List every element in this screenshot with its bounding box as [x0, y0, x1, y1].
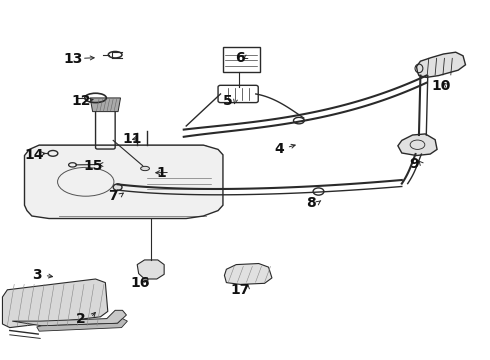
Text: 4: 4: [274, 143, 284, 156]
Text: 16: 16: [130, 276, 149, 289]
Text: 14: 14: [24, 148, 44, 162]
Text: 5: 5: [223, 94, 233, 108]
Polygon shape: [224, 264, 272, 284]
Text: 8: 8: [306, 197, 316, 210]
Polygon shape: [398, 134, 437, 156]
Text: 7: 7: [108, 189, 118, 203]
Ellipse shape: [113, 184, 122, 190]
Polygon shape: [90, 98, 121, 112]
Polygon shape: [416, 52, 466, 77]
Text: 2: 2: [76, 312, 86, 325]
Polygon shape: [24, 145, 223, 219]
Polygon shape: [2, 279, 108, 328]
Text: 17: 17: [230, 283, 250, 297]
Polygon shape: [12, 310, 126, 326]
Text: 11: 11: [122, 132, 142, 145]
Polygon shape: [137, 260, 164, 279]
Text: 13: 13: [64, 53, 83, 66]
Text: 15: 15: [83, 159, 103, 172]
Text: 6: 6: [235, 51, 245, 64]
Polygon shape: [37, 319, 127, 331]
Ellipse shape: [141, 166, 149, 171]
Text: 9: 9: [409, 157, 419, 171]
Text: 12: 12: [71, 94, 91, 108]
Text: 3: 3: [32, 269, 42, 282]
Text: 1: 1: [157, 166, 167, 180]
Text: 10: 10: [431, 80, 451, 93]
